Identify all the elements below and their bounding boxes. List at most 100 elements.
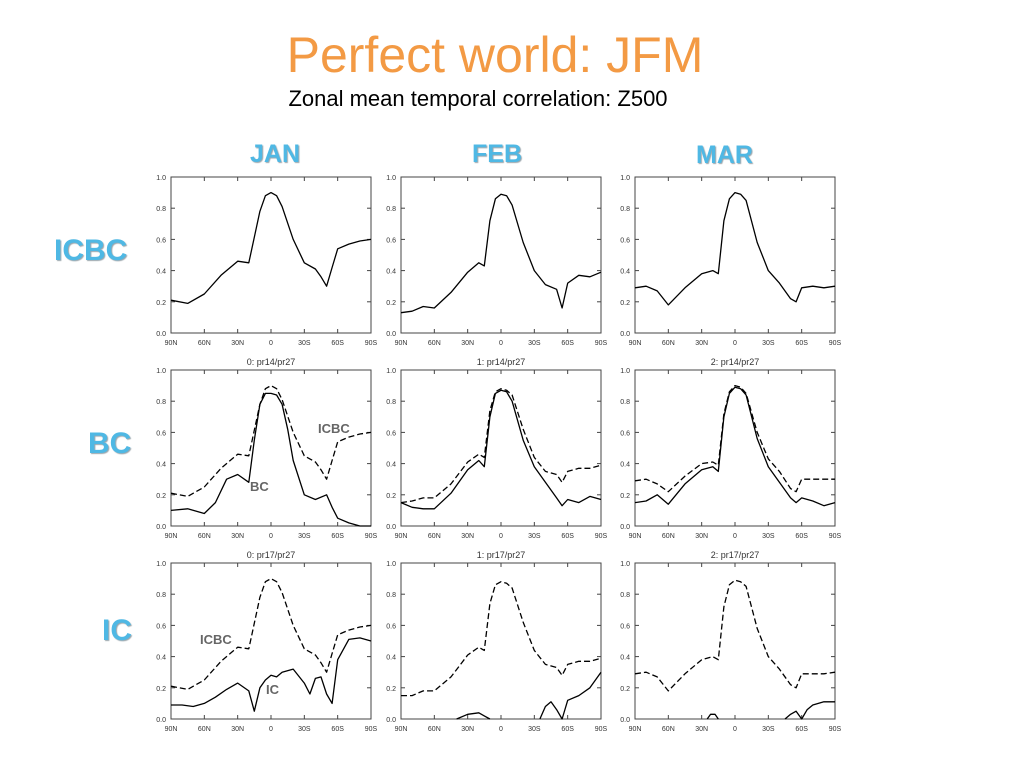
series-line-solid (400, 389, 602, 510)
y-tick-label: 0.2 (620, 493, 630, 500)
y-tick-label: 0.2 (620, 686, 630, 693)
x-tick-label: 0 (499, 533, 503, 540)
y-tick-label: 1.0 (620, 368, 630, 375)
panel-title: 2: pr17/pr27 (711, 550, 760, 560)
y-tick-label: 0.6 (620, 430, 630, 437)
x-tick-label: 90N (629, 340, 642, 347)
series-line-dashed (170, 577, 372, 691)
panel-feb-ic: 0.0 0.2 0.4 0.6 0.8 1.0 90N 60N 30N 0 30S 60S 90S 1: … (386, 550, 607, 733)
series-line-solid (784, 701, 835, 720)
x-tick-label: 60N (662, 726, 675, 733)
annotation-label: ICBC (200, 632, 232, 647)
column-label-jan: JAN (250, 140, 301, 168)
x-tick-label: 90N (165, 533, 178, 540)
y-tick-label: 0.6 (156, 237, 166, 244)
y-tick-label: 0.6 (156, 430, 166, 437)
y-tick-label: 0.6 (156, 623, 166, 630)
y-tick-label: 0.4 (620, 462, 630, 469)
y-tick-label: 0.4 (156, 462, 166, 469)
panel-frame (400, 176, 602, 334)
x-tick-label: 90N (395, 533, 408, 540)
y-tick-label: 0.4 (620, 655, 630, 662)
y-tick-label: 1.0 (156, 175, 166, 182)
row-label-ic: IC (102, 614, 132, 647)
x-tick-label: 60N (428, 533, 441, 540)
row-label-icbc: ICBC (54, 234, 128, 267)
x-tick-label: 30S (528, 726, 541, 733)
series-line-dashed (634, 579, 836, 692)
x-tick-label: 90N (165, 726, 178, 733)
panel-feb-icbc: 0.0 0.2 0.4 0.6 0.8 1.0 90N 60N 30N 0 30S 60S 90S (386, 175, 607, 347)
column-label-mar: MAR (696, 141, 753, 169)
x-tick-label: 30N (231, 533, 244, 540)
x-tick-label: 30S (298, 726, 311, 733)
y-tick-label: 0.6 (620, 237, 630, 244)
x-tick-label: 60N (198, 340, 211, 347)
x-tick-label: 60S (331, 533, 344, 540)
y-tick-label: 0.0 (620, 331, 630, 338)
y-tick-label: 0.2 (620, 300, 630, 307)
y-tick-label: 0.8 (156, 399, 166, 406)
y-tick-label: 0.4 (386, 462, 396, 469)
x-tick-label: 30N (231, 726, 244, 733)
series-line-solid (170, 392, 371, 527)
x-tick-label: 90S (365, 340, 378, 347)
annotation-label: IC (266, 682, 280, 697)
y-tick-label: 0.0 (386, 524, 396, 531)
x-tick-label: 30N (231, 340, 244, 347)
x-tick-label: 60N (662, 533, 675, 540)
panel-frame (400, 369, 602, 527)
y-tick-label: 1.0 (156, 368, 166, 375)
y-tick-label: 0.0 (620, 524, 630, 531)
panel-frame (634, 562, 836, 720)
x-tick-label: 90S (595, 726, 608, 733)
series-line-solid (539, 671, 602, 720)
y-tick-label: 1.0 (620, 561, 630, 568)
x-tick-label: 90S (595, 340, 608, 347)
x-tick-label: 90N (395, 726, 408, 733)
x-tick-label: 90S (829, 533, 842, 540)
panel-title: 1: pr14/pr27 (477, 357, 526, 367)
panel-mar-ic: 0.0 0.2 0.4 0.6 0.8 1.0 90N 60N 30N 0 30S 60S 90S 2: … (620, 550, 841, 733)
x-tick-label: 0 (499, 340, 503, 347)
y-tick-label: 1.0 (386, 561, 396, 568)
y-tick-label: 0.0 (386, 717, 396, 724)
x-tick-label: 60S (331, 726, 344, 733)
y-tick-label: 0.2 (386, 686, 396, 693)
x-tick-label: 60S (795, 340, 808, 347)
x-tick-label: 90S (365, 726, 378, 733)
x-tick-label: 30S (528, 340, 541, 347)
series-line-dashed (401, 581, 602, 697)
x-tick-label: 60N (428, 340, 441, 347)
x-tick-label: 30S (298, 533, 311, 540)
x-tick-label: 0 (269, 340, 273, 347)
y-tick-label: 0.4 (620, 269, 630, 276)
x-tick-label: 30N (461, 340, 474, 347)
y-tick-label: 0.2 (156, 686, 166, 693)
page-subtitle: Zonal mean temporal correlation: Z500 (288, 86, 668, 111)
panel-mar-icbc: 0.0 0.2 0.4 0.6 0.8 1.0 90N 60N 30N 0 30S 60S 90S (620, 175, 841, 347)
x-tick-label: 30S (298, 340, 311, 347)
y-tick-label: 0.2 (156, 300, 166, 307)
y-tick-label: 0.6 (386, 623, 396, 630)
y-tick-label: 0.8 (386, 399, 396, 406)
x-tick-label: 90S (595, 533, 608, 540)
panel-feb-bc: 0.0 0.2 0.4 0.6 0.8 1.0 90N 60N 30N 0 30S 60S 90S 1: … (386, 357, 607, 540)
x-tick-label: 90N (629, 533, 642, 540)
y-tick-label: 0.6 (620, 623, 630, 630)
x-tick-label: 60N (198, 726, 211, 733)
panel-frame (634, 369, 836, 527)
x-tick-label: 30N (461, 533, 474, 540)
x-tick-label: 30N (695, 533, 708, 540)
series-line-dashed (400, 388, 602, 504)
series-line-solid (170, 191, 372, 305)
x-tick-label: 30S (762, 533, 775, 540)
series-line-solid (634, 386, 836, 507)
y-tick-label: 0.0 (156, 717, 166, 724)
y-tick-label: 0.4 (156, 655, 166, 662)
page-title: Perfect world: JFM (286, 27, 704, 83)
x-tick-label: 90S (829, 726, 842, 733)
y-tick-label: 0.4 (386, 655, 396, 662)
x-tick-label: 60S (795, 726, 808, 733)
x-tick-label: 0 (499, 726, 503, 733)
